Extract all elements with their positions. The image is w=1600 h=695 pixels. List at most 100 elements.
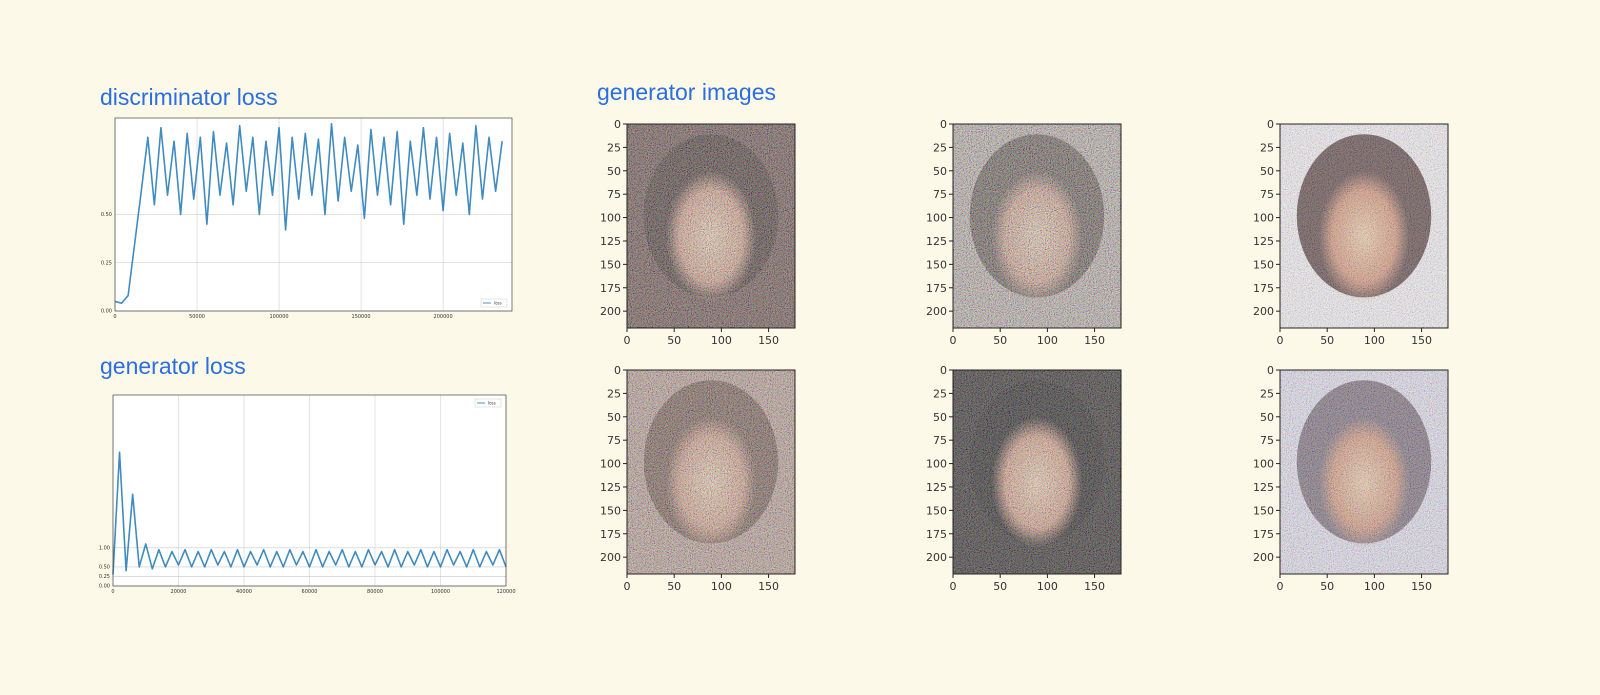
x-tick-label: 50 bbox=[1320, 580, 1334, 593]
x-tick-label: 200000 bbox=[434, 314, 453, 320]
chart-title: discriminator loss bbox=[100, 84, 278, 110]
x-tick-label: 150 bbox=[1411, 334, 1432, 347]
y-tick-label: 75 bbox=[933, 188, 947, 201]
y-tick-label: 0.00 bbox=[101, 309, 112, 315]
y-tick-label: 25 bbox=[933, 141, 947, 154]
x-tick-label: 40000 bbox=[236, 589, 252, 595]
y-tick-label: 0 bbox=[614, 364, 621, 377]
image-frame bbox=[952, 123, 1122, 329]
x-tick-label: 80000 bbox=[367, 589, 383, 595]
x-tick-label: 50 bbox=[1320, 334, 1334, 347]
generated-image bbox=[626, 123, 796, 329]
x-tick-label: 0 bbox=[1277, 334, 1284, 347]
x-tick-label: 0 bbox=[950, 580, 957, 593]
y-tick-label: 200 bbox=[1253, 551, 1274, 564]
y-tick-label: 100 bbox=[1253, 458, 1274, 471]
x-tick-label: 100 bbox=[1037, 334, 1058, 347]
y-tick-label: 50 bbox=[933, 411, 947, 424]
y-tick-label: 100 bbox=[600, 458, 621, 471]
y-tick-label: 0.00 bbox=[99, 584, 110, 590]
y-tick-label: 1.00 bbox=[99, 545, 110, 551]
y-tick-label: 0 bbox=[1267, 118, 1274, 131]
y-tick-label: 75 bbox=[933, 434, 947, 447]
y-tick-label: 0.50 bbox=[99, 564, 110, 570]
y-tick-label: 200 bbox=[926, 305, 947, 318]
legend-box bbox=[480, 298, 508, 308]
y-tick-label: 50 bbox=[933, 165, 947, 178]
y-tick-label: 100 bbox=[1253, 212, 1274, 225]
x-tick-label: 150000 bbox=[352, 314, 371, 320]
y-tick-label: 150 bbox=[1253, 504, 1274, 517]
y-tick-label: 75 bbox=[607, 188, 621, 201]
generated-image bbox=[626, 369, 796, 575]
y-tick-label: 0 bbox=[1267, 364, 1274, 377]
image-frame bbox=[626, 123, 796, 329]
y-tick-label: 175 bbox=[1253, 528, 1274, 541]
y-tick-label: 200 bbox=[926, 551, 947, 564]
noise bbox=[627, 124, 795, 328]
x-tick-label: 0 bbox=[624, 580, 631, 593]
y-tick-label: 0 bbox=[940, 118, 947, 131]
y-tick-label: 150 bbox=[926, 258, 947, 271]
y-tick-label: 175 bbox=[926, 528, 947, 541]
plot-frame bbox=[114, 117, 513, 312]
x-tick-label: 150 bbox=[1084, 580, 1105, 593]
plot-frame bbox=[112, 394, 507, 587]
y-tick-label: 25 bbox=[1260, 387, 1274, 400]
x-tick-label: 50 bbox=[667, 334, 681, 347]
y-tick-label: 175 bbox=[600, 528, 621, 541]
noise bbox=[1280, 124, 1448, 328]
y-tick-label: 100 bbox=[600, 212, 621, 225]
y-tick-label: 125 bbox=[926, 481, 947, 494]
generated-image bbox=[1279, 123, 1449, 329]
image-frame bbox=[952, 369, 1122, 575]
y-tick-label: 75 bbox=[1260, 434, 1274, 447]
x-tick-label: 0 bbox=[113, 314, 116, 320]
y-tick-label: 0.25 bbox=[99, 574, 110, 580]
y-tick-label: 175 bbox=[600, 282, 621, 295]
legend-box bbox=[474, 398, 502, 408]
y-tick-label: 0.50 bbox=[101, 212, 112, 218]
noise bbox=[953, 370, 1121, 574]
x-tick-label: 50000 bbox=[189, 314, 205, 320]
y-tick-label: 25 bbox=[933, 387, 947, 400]
y-tick-label: 175 bbox=[926, 282, 947, 295]
y-tick-label: 100 bbox=[926, 212, 947, 225]
y-tick-label: 150 bbox=[600, 258, 621, 271]
y-tick-label: 0.25 bbox=[101, 260, 112, 266]
x-tick-label: 50 bbox=[993, 580, 1007, 593]
y-tick-label: 50 bbox=[607, 165, 621, 178]
y-tick-label: 100 bbox=[926, 458, 947, 471]
y-tick-label: 75 bbox=[607, 434, 621, 447]
x-tick-label: 0 bbox=[1277, 580, 1284, 593]
image-frame bbox=[1279, 369, 1449, 575]
y-tick-label: 50 bbox=[1260, 165, 1274, 178]
y-tick-label: 25 bbox=[607, 387, 621, 400]
x-tick-label: 100 bbox=[711, 334, 732, 347]
legend-label: loss bbox=[488, 401, 496, 406]
x-tick-label: 60000 bbox=[302, 589, 318, 595]
y-tick-label: 200 bbox=[600, 551, 621, 564]
y-tick-label: 125 bbox=[1253, 481, 1274, 494]
y-tick-label: 0 bbox=[940, 364, 947, 377]
x-tick-label: 150 bbox=[758, 580, 779, 593]
y-tick-label: 0 bbox=[614, 118, 621, 131]
x-tick-label: 50 bbox=[993, 334, 1007, 347]
generated-image bbox=[1279, 369, 1449, 575]
generated-image bbox=[952, 369, 1122, 575]
legend-label: loss bbox=[494, 301, 502, 306]
y-tick-label: 125 bbox=[926, 235, 947, 248]
x-tick-label: 100 bbox=[1037, 580, 1058, 593]
y-tick-label: 75 bbox=[1260, 188, 1274, 201]
y-tick-label: 125 bbox=[1253, 235, 1274, 248]
y-tick-label: 150 bbox=[926, 504, 947, 517]
x-tick-label: 0 bbox=[111, 589, 114, 595]
y-tick-label: 125 bbox=[600, 235, 621, 248]
y-tick-label: 150 bbox=[600, 504, 621, 517]
chart-title: generator images bbox=[597, 79, 776, 105]
x-tick-label: 0 bbox=[950, 334, 957, 347]
x-tick-label: 50 bbox=[667, 580, 681, 593]
x-tick-label: 100 bbox=[711, 580, 732, 593]
x-tick-label: 100000 bbox=[431, 589, 450, 595]
